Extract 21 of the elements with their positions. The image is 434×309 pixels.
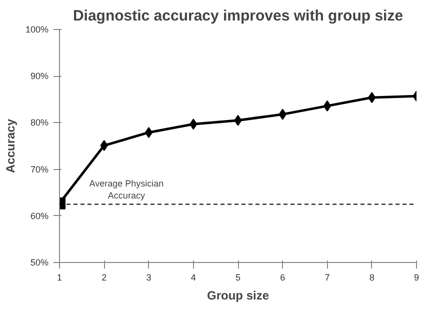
x-tick-label: 7	[324, 272, 330, 282]
x-axis-title: Group size	[206, 288, 270, 302]
ref-line-label: Average Physician Accuracy	[89, 178, 164, 201]
y-axis-title: Accuracy	[3, 118, 18, 174]
x-tick-label: 1	[56, 272, 62, 282]
point	[144, 126, 153, 138]
x-tick-label: 9	[414, 272, 420, 282]
x-tick-label: 5	[235, 272, 241, 282]
x-tick-label: 3	[146, 272, 152, 282]
x-tick-label: 2	[102, 272, 107, 282]
y-tick-label: 50%	[30, 258, 48, 268]
x-tick-label: 8	[369, 272, 374, 282]
y-tick-label: 80%	[30, 118, 48, 128]
chart-title: Diagnostic accuracy improves with group size	[72, 8, 404, 24]
point	[323, 100, 332, 112]
y-tick-label: 100%	[25, 24, 49, 34]
x-tick-label: 6	[280, 272, 286, 282]
y-tick-label: 90%	[30, 71, 48, 82]
y-tick-label: 70%	[30, 164, 48, 174]
y-tick-label: 60%	[30, 210, 48, 221]
x-tick-label: 4	[190, 272, 196, 282]
